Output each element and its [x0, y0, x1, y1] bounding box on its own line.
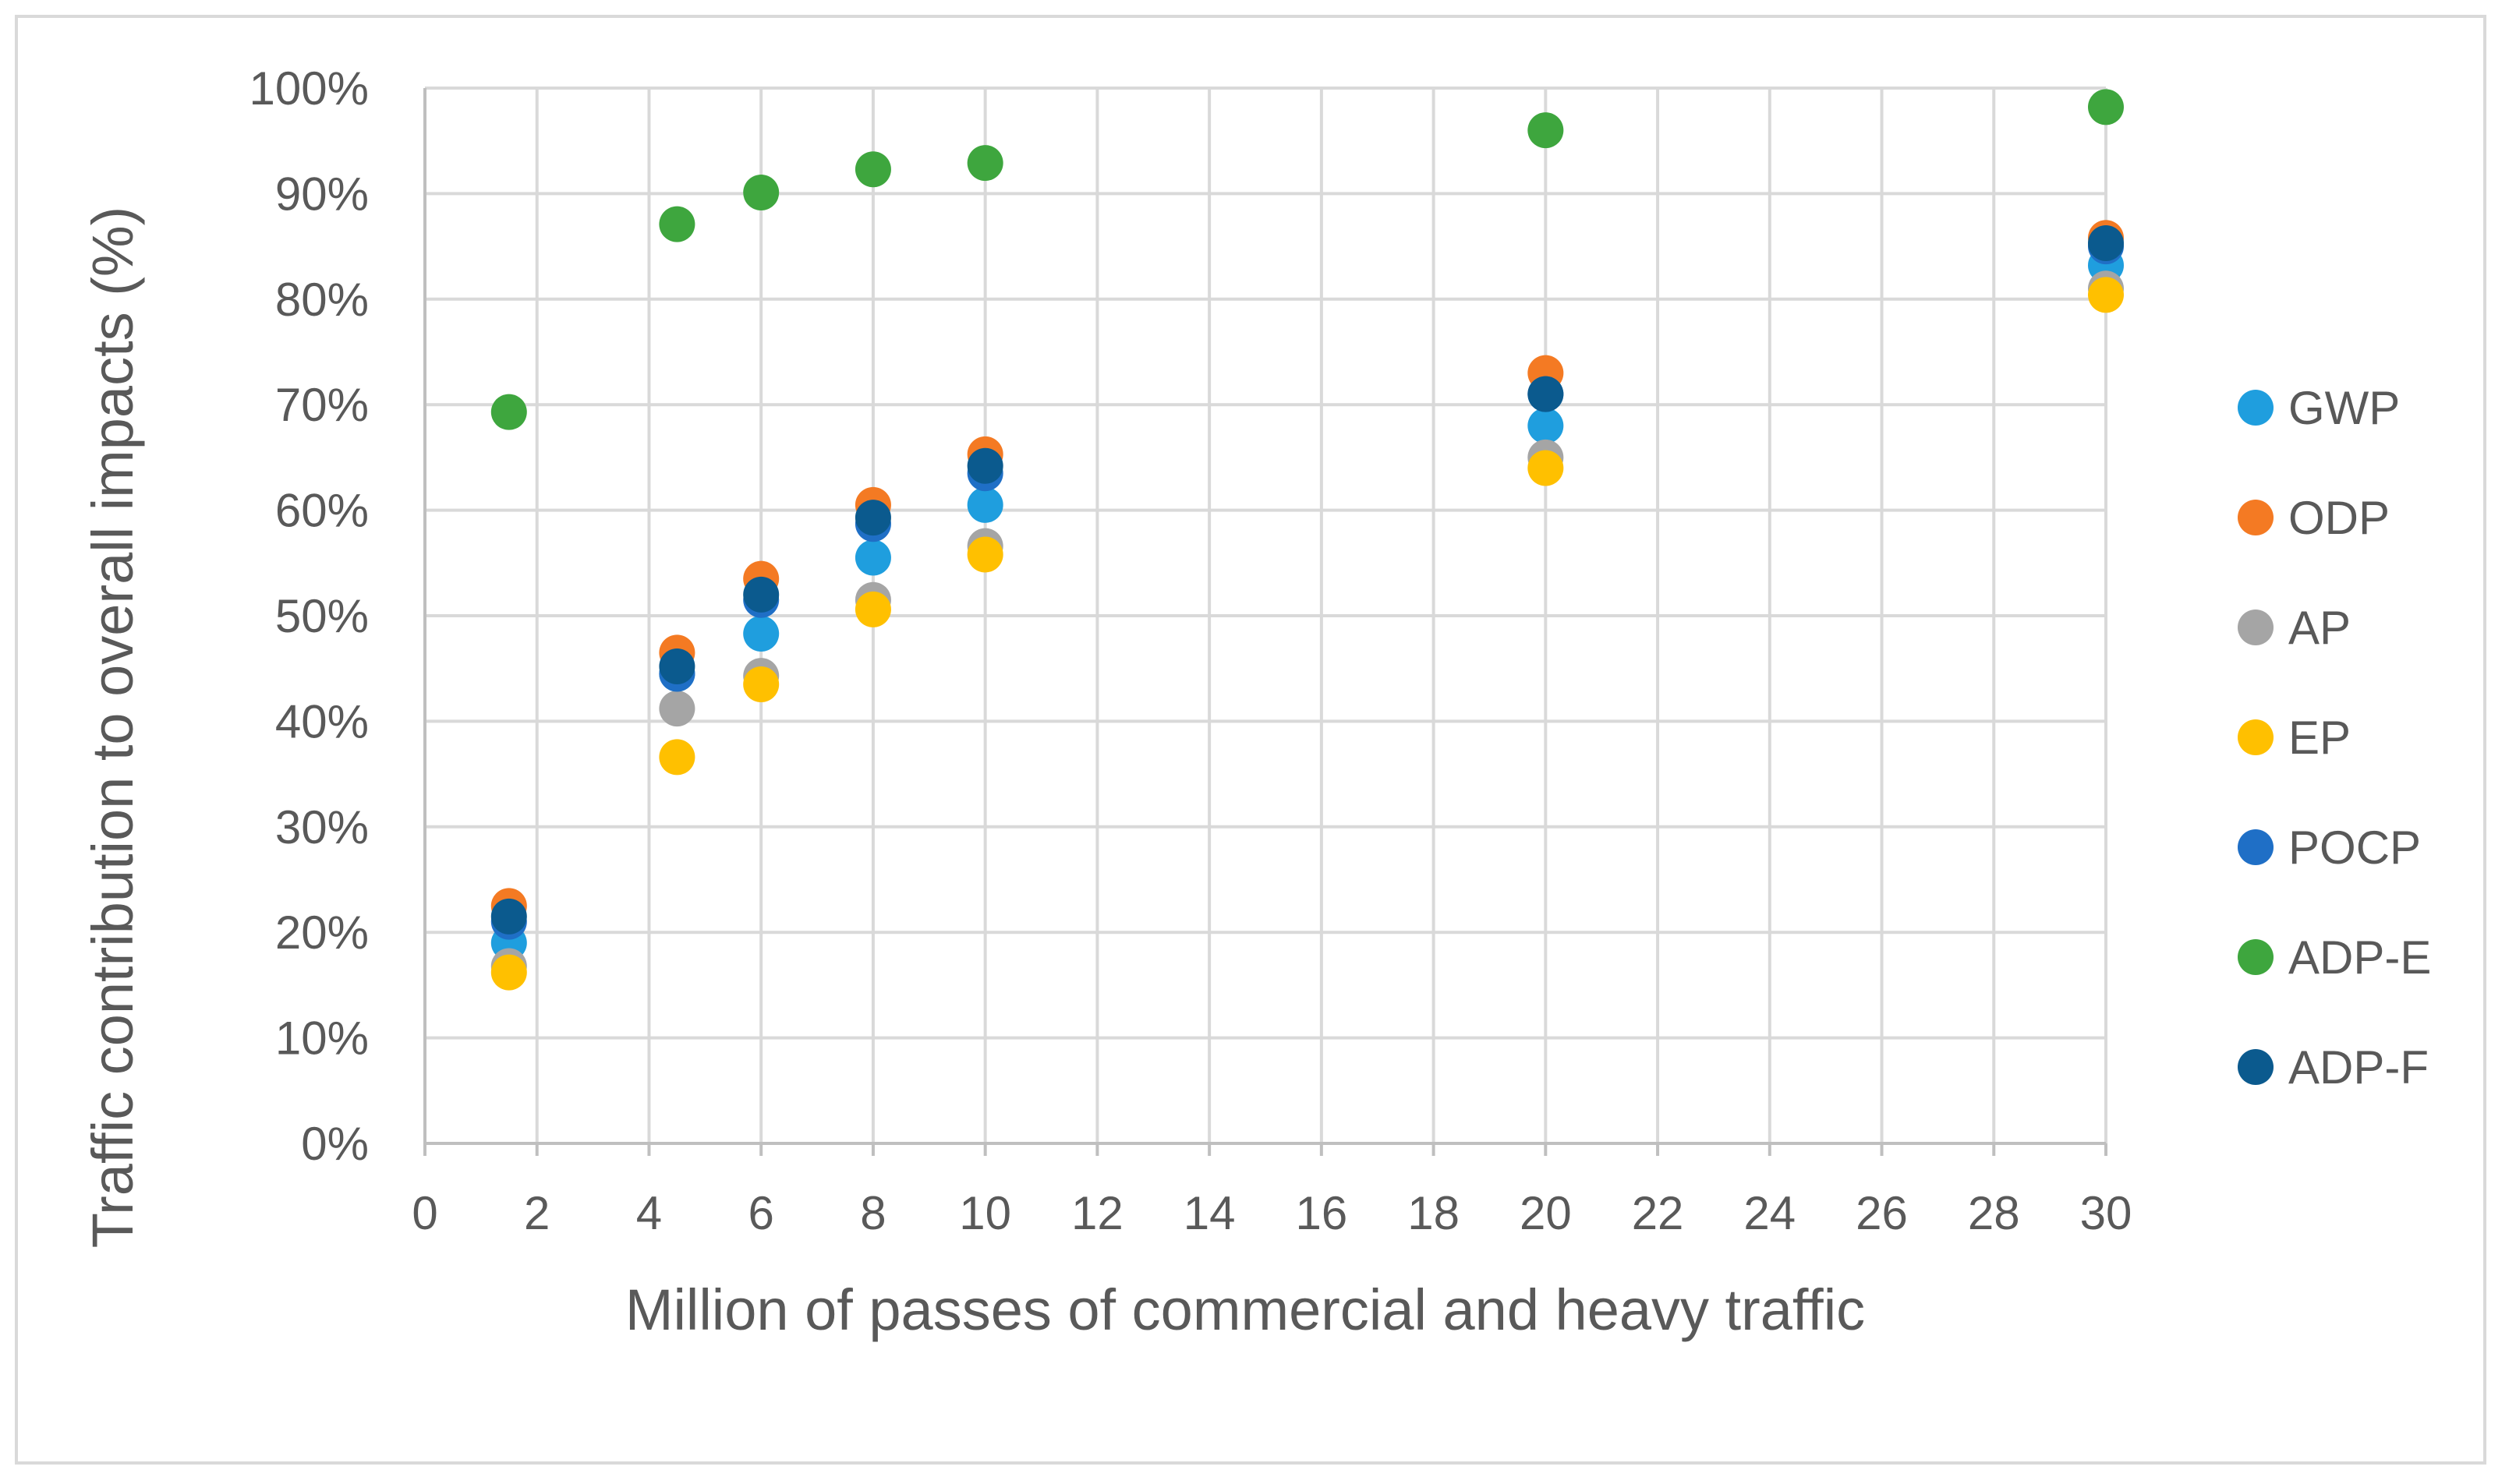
y-tick-label: 30% — [275, 801, 369, 853]
legend-label-adp-e: ADP-E — [2288, 931, 2431, 984]
axes — [423, 88, 2107, 1156]
x-tick-label: 20 — [1520, 1187, 1572, 1239]
y-tick-label: 90% — [275, 168, 369, 220]
gridlines — [425, 87, 2107, 1143]
point-gwp — [855, 539, 891, 576]
x-tick-label: 8 — [860, 1187, 886, 1239]
y-tick-label: 20% — [275, 906, 369, 959]
point-adp-f — [490, 898, 527, 935]
y-tick-label: 50% — [275, 590, 369, 642]
point-ep — [855, 591, 891, 627]
point-adp-e — [855, 151, 891, 188]
x-tick-label: 4 — [636, 1187, 662, 1239]
legend-label-adp-f: ADP-F — [2288, 1041, 2429, 1094]
x-tick-label: 10 — [959, 1187, 1011, 1239]
x-tick-label: 28 — [1968, 1187, 2020, 1239]
series-adp-e — [490, 89, 2124, 430]
x-tick-label: 6 — [748, 1187, 774, 1239]
point-adp-f — [967, 447, 1003, 484]
y-tick-label: 60% — [275, 485, 369, 537]
point-gwp — [743, 616, 780, 652]
point-ap — [659, 691, 695, 727]
legend-label-gwp: GWP — [2288, 382, 2400, 434]
point-adp-f — [2088, 225, 2124, 262]
legend: GWP ODP AP EP POCP ADP-E ADP-F — [2238, 382, 2431, 1094]
y-tick-label: 100% — [249, 62, 369, 115]
legend-marker-pocp — [2238, 829, 2274, 865]
data-points — [490, 89, 2124, 991]
point-adp-e — [659, 206, 695, 242]
y-tick-label: 70% — [275, 379, 369, 431]
point-ep — [743, 666, 780, 703]
y-axis-title: Traffic contribution to overall impacts … — [80, 207, 145, 1249]
x-tick-label: 16 — [1295, 1187, 1347, 1239]
legend-marker-ep — [2238, 719, 2274, 755]
y-tick-label: 80% — [275, 274, 369, 326]
legend-marker-adp-e — [2238, 939, 2274, 975]
point-gwp — [1527, 408, 1564, 444]
y-tick-label: 10% — [275, 1012, 369, 1065]
legend-label-pocp: POCP — [2288, 822, 2421, 874]
point-ep — [659, 739, 695, 776]
point-gwp — [967, 486, 1003, 523]
x-axis-title: Million of passes of commercial and heav… — [625, 1277, 1865, 1342]
series-adp-f — [490, 225, 2124, 935]
series-odp — [490, 220, 2124, 924]
legend-marker-adp-f — [2238, 1049, 2274, 1085]
x-tick-label: 0 — [412, 1187, 437, 1239]
x-tick-label: 12 — [1071, 1187, 1124, 1239]
series-ap — [490, 270, 2124, 984]
x-tick-labels: 0 2 4 6 8 10 12 14 16 18 20 22 24 26 28 30 — [412, 1187, 2132, 1239]
point-adp-e — [1527, 112, 1564, 149]
legend-marker-ap — [2238, 610, 2274, 645]
y-tick-label: 0% — [301, 1118, 369, 1170]
legend-marker-gwp — [2238, 390, 2274, 426]
point-adp-f — [743, 576, 780, 613]
x-tick-label: 26 — [1856, 1187, 1908, 1239]
x-tick-label: 30 — [2080, 1187, 2132, 1239]
point-adp-e — [743, 175, 780, 211]
chart-frame — [15, 15, 2486, 1465]
legend-label-odp: ODP — [2288, 492, 2390, 544]
legend-label-ep: EP — [2288, 712, 2351, 764]
x-tick-label: 2 — [524, 1187, 550, 1239]
x-tick-label: 24 — [1743, 1187, 1796, 1239]
point-ep — [490, 954, 527, 991]
y-tick-label: 40% — [275, 695, 369, 747]
point-adp-f — [855, 500, 891, 536]
legend-marker-odp — [2238, 500, 2274, 535]
series-gwp — [490, 247, 2124, 961]
x-tick-label: 14 — [1184, 1187, 1236, 1239]
point-adp-e — [2088, 89, 2124, 125]
legend-label-ap: AP — [2288, 602, 2351, 654]
point-adp-e — [967, 145, 1003, 182]
series-ep — [490, 277, 2124, 991]
point-ep — [967, 536, 1003, 573]
x-tick-label: 22 — [1632, 1187, 1684, 1239]
point-ep — [1527, 450, 1564, 486]
y-tick-labels: 0% 10% 20% 30% 40% 50% 60% 70% 80% 90% 100% — [249, 62, 369, 1170]
point-adp-e — [490, 394, 527, 430]
point-adp-f — [1527, 376, 1564, 412]
point-adp-f — [659, 648, 695, 684]
x-tick-label: 18 — [1407, 1187, 1460, 1239]
point-ep — [2088, 277, 2124, 313]
series-pocp — [490, 228, 2124, 940]
